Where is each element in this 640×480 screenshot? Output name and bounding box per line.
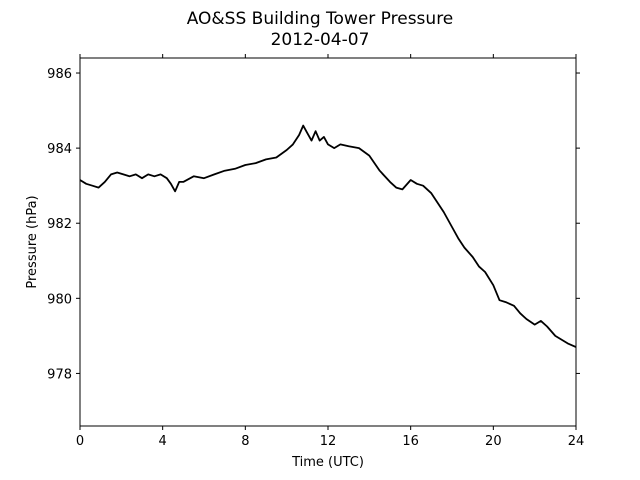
x-tick-label: 4 — [159, 434, 167, 449]
x-tick-label: 16 — [402, 434, 419, 449]
x-axis-label: Time (UTC) — [291, 455, 364, 470]
pressure-series-line — [79, 124, 577, 348]
x-tick-label: 8 — [241, 434, 249, 449]
plot-frame — [79, 57, 577, 427]
y-tick-label: 978 — [47, 367, 72, 382]
y-axis-label: Pressure (hPa) — [25, 195, 40, 288]
y-tick-label: 986 — [47, 67, 72, 82]
x-tick-label: 20 — [485, 434, 502, 449]
x-tick-label: 24 — [568, 434, 585, 449]
x-tick-label: 0 — [76, 434, 84, 449]
y-tick-label: 980 — [47, 292, 72, 307]
y-tick-label: 982 — [47, 217, 72, 232]
chart-subtitle: 2012-04-07 — [271, 30, 370, 50]
x-tick-label: 12 — [320, 434, 337, 449]
y-tick-label: 984 — [47, 142, 72, 157]
chart-title: AO&SS Building Tower Pressure — [187, 9, 454, 29]
axis-ticks: 0 4 8 12 16 20 24 978 980 982 984 986 — [47, 54, 584, 449]
